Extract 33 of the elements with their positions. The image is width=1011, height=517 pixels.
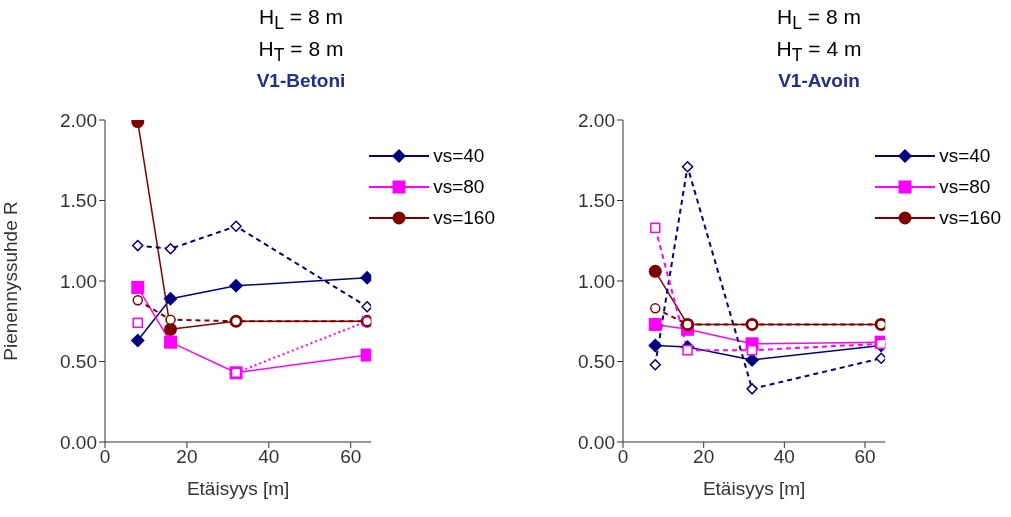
x-tick-label: 20 [176,446,198,468]
y-tick-label: 2.00 [60,109,97,131]
chart-title: V1-Betoni [256,70,346,92]
y-tick-label: 2.00 [578,109,615,131]
x-tick-label: 60 [340,446,362,468]
y-tick-label: 0.00 [578,431,615,453]
x-tick-label: 20 [693,446,715,468]
chart-title: V1-Avoin [778,70,860,92]
y-axis-title: Pienennyssuhde R [0,201,21,361]
x-tick-label: 40 [773,446,795,468]
legend-label: vs=80 [939,175,991,198]
legend-label: vs=160 [939,206,1001,229]
text: H$_{L}$ = 8 m [777,5,861,34]
text: H$_{T}$ = 8 m [258,37,344,66]
y-tick-label: 1.50 [60,190,97,212]
x-tick-label: 40 [258,446,280,468]
x-axis-title: Etäisyys [m] [186,478,290,499]
x-tick-label: 0 [617,446,629,468]
y-tick-label: 1.50 [578,190,615,212]
x-axis-title: Etäisyys [m] [702,478,806,499]
legend-label: vs=160 [433,206,495,229]
y-tick-label: 0.50 [60,351,97,373]
legend-label: vs=80 [433,175,485,198]
y-tick-label: 0.50 [578,351,615,373]
y-tick-label: 1.00 [578,270,615,292]
y-tick-label: 1.00 [60,270,97,292]
y-tick-label: 0.00 [60,431,97,453]
legend-label: vs=40 [433,144,485,167]
legend-label: vs=40 [939,144,991,167]
x-tick-label: 0 [99,446,111,468]
x-tick-label: 60 [854,446,876,468]
text: H$_{L}$ = 8 m [259,5,343,34]
text: H$_{T}$ = 4 m [776,37,862,66]
